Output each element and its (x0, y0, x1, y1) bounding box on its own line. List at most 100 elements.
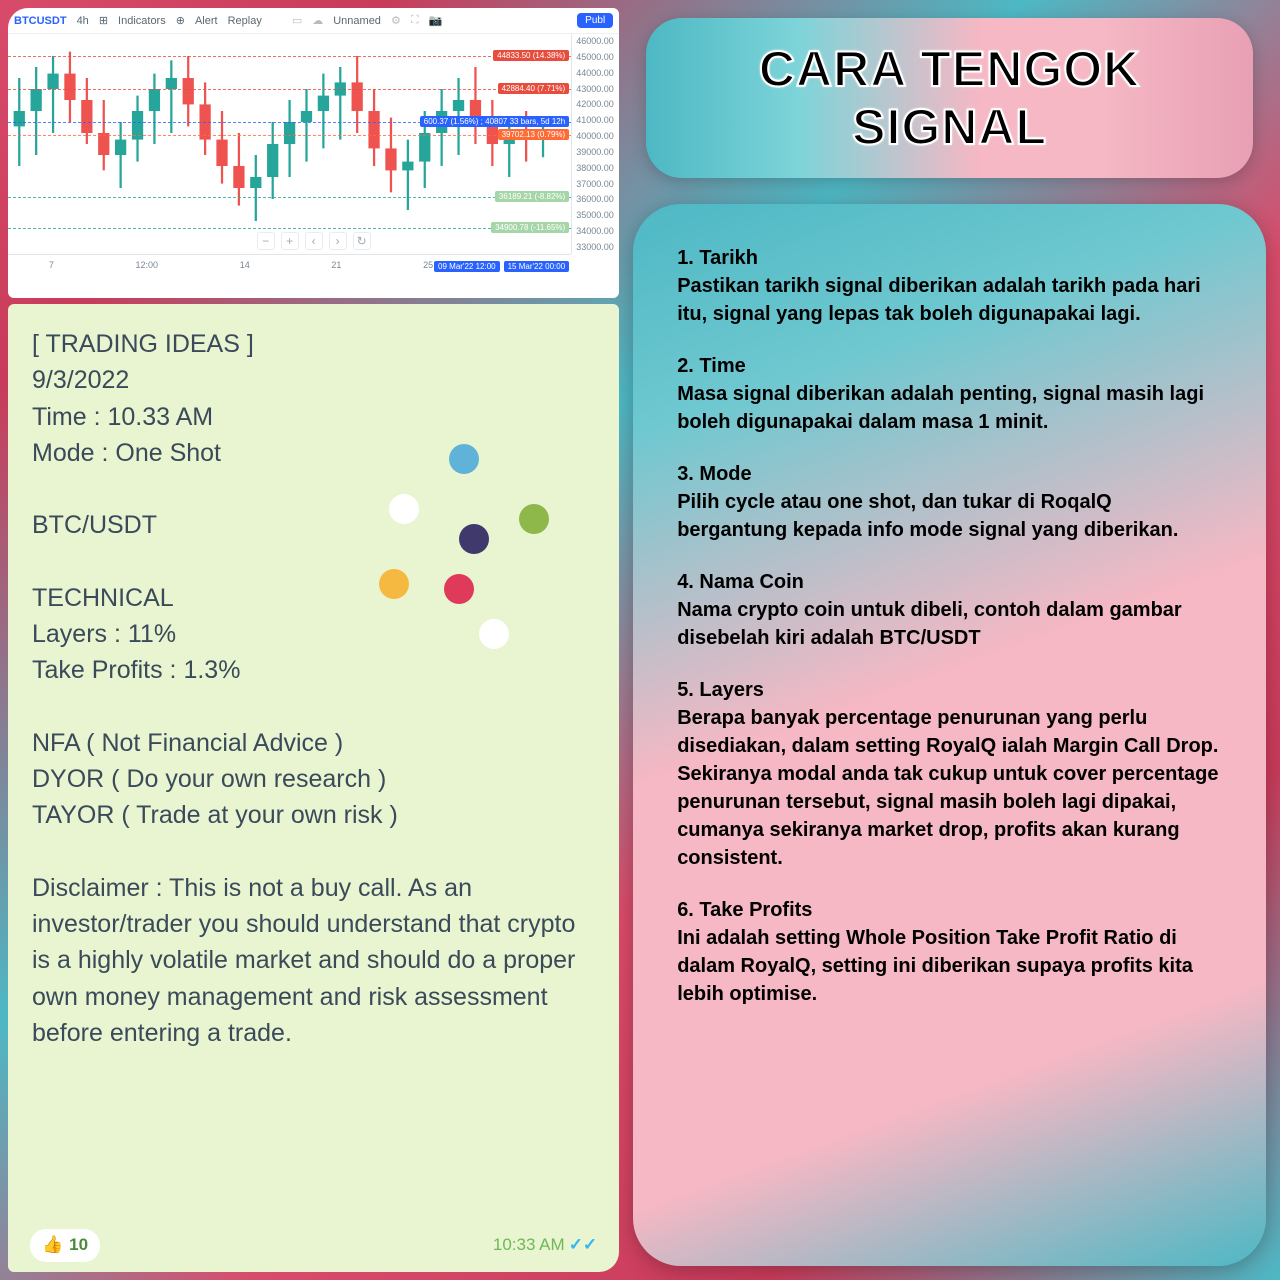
msg-date: 9/3/2022 (32, 362, 595, 398)
reset-icon[interactable]: ↻ (353, 232, 371, 250)
msg-nfa: NFA ( Not Financial Advice ) (32, 725, 595, 761)
chart-timeframe[interactable]: 4h (77, 15, 89, 27)
instruction-item: 3. ModePilih cycle atau one shot, dan tu… (677, 460, 1222, 544)
candle-icon[interactable]: ⊞ (99, 14, 108, 27)
toolbar-alert[interactable]: Alert (195, 15, 218, 27)
instruction-body: Pastikan tarikh signal diberikan adalah … (677, 272, 1222, 328)
price-badge: 34900.78 (-11.65%) (491, 222, 569, 233)
y-tick: 46000.00 (574, 36, 617, 46)
x-tick: 25 (423, 260, 433, 270)
x-tick: 14 (240, 260, 250, 270)
instruction-body: Nama crypto coin untuk dibeli, contoh da… (677, 596, 1222, 652)
color-dot (444, 574, 474, 604)
read-checks-icon: ✓✓ (569, 1233, 598, 1258)
instruction-title: 3. Mode (677, 460, 1222, 488)
color-dot (519, 504, 549, 534)
color-dot (479, 619, 509, 649)
price-badge: 39702.13 (0.79%) (498, 129, 570, 140)
y-tick: 39000.00 (574, 147, 617, 157)
price-line (8, 56, 571, 57)
instruction-body: Pilih cycle atau one shot, dan tukar di … (677, 488, 1222, 544)
chart-container: BTCUSDT 4h ⊞ Indicators ⊕ Alert Replay ▭… (8, 8, 619, 298)
layout-icon[interactable]: ▭ (292, 14, 302, 27)
instruction-item: 5. LayersBerapa banyak percentage penuru… (677, 676, 1222, 872)
x-tick: 21 (331, 260, 341, 270)
instruction-title: 1. Tarikh (677, 244, 1222, 272)
x-tick: 12:00 (136, 260, 159, 270)
toolbar-compare-icon[interactable]: ⊕ (176, 14, 185, 27)
color-dot (379, 569, 409, 599)
y-tick: 42000.00 (574, 99, 617, 109)
y-tick: 38000.00 (574, 163, 617, 173)
instruction-item: 6. Take ProfitsIni adalah setting Whole … (677, 896, 1222, 1008)
thumbs-up-icon: 👍 (42, 1233, 63, 1258)
nav-right-icon[interactable]: › (329, 232, 347, 250)
layout-name[interactable]: Unnamed (333, 15, 381, 27)
time-marker: 09 Mar'22 12:00 (434, 261, 500, 272)
instruction-title: 2. Time (677, 352, 1222, 380)
fullscreen-icon[interactable]: ⛶ (411, 14, 419, 27)
msg-dyor: DYOR ( Do your own research ) (32, 761, 595, 797)
y-tick: 33000.00 (574, 242, 617, 252)
instruction-body: Ini adalah setting Whole Position Take P… (677, 924, 1222, 1008)
price-badge: 600.37 (1.56%) ; 40807 33 bars, 5d 12h (420, 116, 569, 127)
price-line (8, 197, 571, 198)
cloud-icon[interactable]: ☁ (312, 14, 323, 27)
x-tick: 7 (49, 260, 54, 270)
y-tick: 44000.00 (574, 68, 617, 78)
gear-icon[interactable]: ⚙ (391, 14, 401, 27)
sent-time-text: 10:33 AM (493, 1233, 565, 1258)
price-line (8, 228, 571, 229)
camera-icon[interactable]: 📷 (429, 14, 443, 27)
page-title: CARA TENGOK SIGNAL (682, 40, 1217, 156)
time-marker: 15 Mar'22 00:00 (504, 261, 570, 272)
msg-tp: Take Profits : 1.3% (32, 652, 595, 688)
instruction-title: 6. Take Profits (677, 896, 1222, 924)
right-panel: CARA TENGOK SIGNAL 1. TarikhPastikan tar… (627, 0, 1280, 1280)
candles-svg (8, 34, 571, 254)
chart-symbol[interactable]: BTCUSDT (14, 15, 67, 27)
price-badge: 42884.40 (7.71%) (498, 83, 570, 94)
instruction-body: Berapa banyak percentage penurunan yang … (677, 704, 1222, 872)
instruction-item: 2. TimeMasa signal diberikan adalah pent… (677, 352, 1222, 436)
chart-zoom-controls: − + ‹ › ↻ (257, 232, 371, 250)
nav-left-icon[interactable]: ‹ (305, 232, 323, 250)
msg-heading: [ TRADING IDEAS ] (32, 326, 595, 362)
color-dot (459, 524, 489, 554)
msg-tayor: TAYOR ( Trade at your own risk ) (32, 797, 595, 833)
decorative-dots (349, 424, 549, 624)
zoom-out-icon[interactable]: − (257, 232, 275, 250)
y-tick: 41000.00 (574, 115, 617, 125)
toolbar-indicators[interactable]: Indicators (118, 15, 166, 27)
left-panel: BTCUSDT 4h ⊞ Indicators ⊕ Alert Replay ▭… (0, 0, 627, 1280)
instruction-title: 5. Layers (677, 676, 1222, 704)
msg-disclaimer: Disclaimer : This is not a buy call. As … (32, 870, 595, 1051)
chart-body[interactable]: 44833.50 (14.38%) 42884.40 (7.71%) 600.37 … (8, 34, 619, 274)
instruction-item: 4. Nama CoinNama crypto coin untuk dibel… (677, 568, 1222, 652)
y-tick: 35000.00 (574, 210, 617, 220)
chart-time-markers: 09 Mar'22 12:00 15 Mar'22 00:00 (434, 261, 569, 272)
instructions-card: 1. TarikhPastikan tarikh signal diberika… (633, 204, 1266, 1266)
msg-footer: 👍 10 10:33 AM ✓✓ (30, 1229, 597, 1262)
publish-button[interactable]: Publ (577, 13, 613, 28)
price-line (8, 135, 571, 136)
zoom-in-icon[interactable]: + (281, 232, 299, 250)
instruction-item: 1. TarikhPastikan tarikh signal diberika… (677, 244, 1222, 328)
message-bubble: [ TRADING IDEAS ] 9/3/2022 Time : 10.33 … (8, 304, 619, 1272)
y-tick: 40000.00 (574, 131, 617, 141)
toolbar-replay[interactable]: Replay (228, 15, 262, 27)
instruction-title: 4. Nama Coin (677, 568, 1222, 596)
chart-toolbar: BTCUSDT 4h ⊞ Indicators ⊕ Alert Replay ▭… (8, 8, 619, 34)
title-card: CARA TENGOK SIGNAL (646, 18, 1253, 178)
color-dot (389, 494, 419, 524)
color-dot (449, 444, 479, 474)
chart-y-axis: 46000.00 45000.00 44000.00 43000.00 42000.00… (571, 34, 619, 254)
reaction-count: 10 (69, 1233, 88, 1258)
chart-plot[interactable]: 44833.50 (14.38%) 42884.40 (7.71%) 600.37 … (8, 34, 571, 254)
y-tick: 43000.00 (574, 84, 617, 94)
price-line (8, 89, 571, 90)
price-badge: 44833.50 (14.38%) (493, 50, 569, 61)
y-tick: 45000.00 (574, 52, 617, 62)
y-tick: 36000.00 (574, 194, 617, 204)
reaction-button[interactable]: 👍 10 (30, 1229, 100, 1262)
